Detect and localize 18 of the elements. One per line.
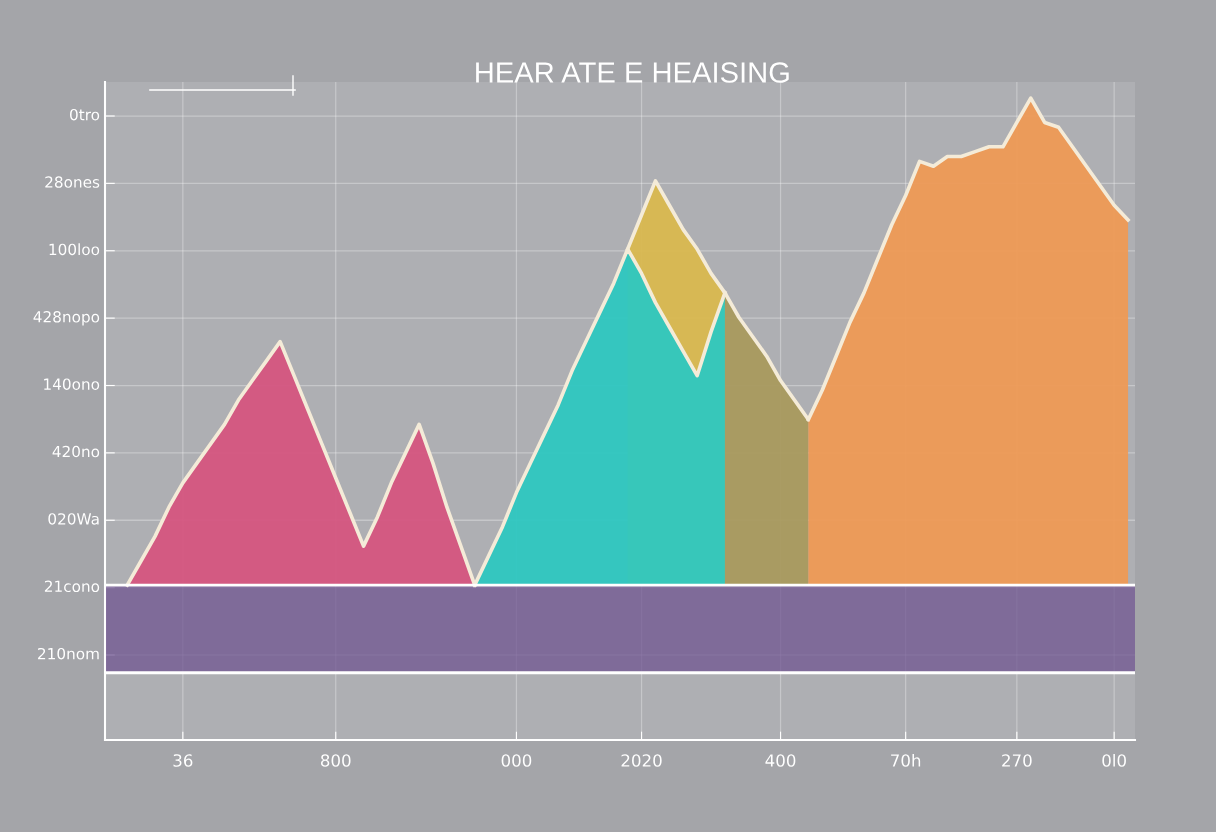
text: 420no [52,445,100,458]
text: 0tro [70,108,100,121]
x-tick-label: 000 [501,754,532,767]
text: 28ones [45,176,100,188]
text: 210nom [38,647,99,660]
text: 100loo [49,243,100,256]
chart-title: HEAR ATE E HEAISING [476,62,789,83]
text: 020Wa [48,513,99,525]
x-tick-label: 36 [173,754,193,767]
text: 428nopo [33,311,100,326]
x-tick-label: 270 [1002,754,1032,767]
x-tick-label: 0l0 [1102,753,1126,767]
x-tick-label: 400 [765,754,796,767]
x-tick-label: 800 [320,754,351,767]
text: 140ono [44,378,100,390]
text: 21cono [44,580,100,593]
x-tick-label: 70h [891,753,921,767]
x-tick-label: 2020 [621,754,662,767]
